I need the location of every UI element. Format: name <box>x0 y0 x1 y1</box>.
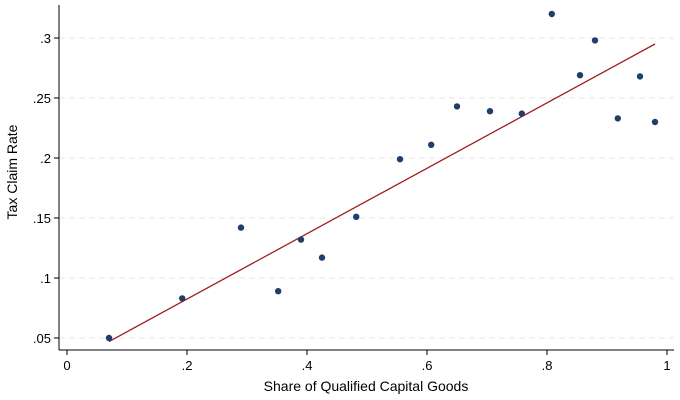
fit-line <box>108 43 656 343</box>
data-points <box>105 10 659 342</box>
data-point-17 <box>651 118 659 126</box>
y-tick-label-1: .1 <box>40 271 51 286</box>
data-point-14 <box>591 37 599 44</box>
data-point-6 <box>353 213 360 220</box>
x-tick-label-5: 1 <box>663 358 670 373</box>
x-tick-label-0: 0 <box>63 358 70 373</box>
data-point-12 <box>548 10 555 18</box>
x-tick-label-4: .8 <box>542 358 553 373</box>
x-axis-title: Share of Qualified Capital Goods <box>264 378 469 394</box>
data-point-10 <box>486 108 494 115</box>
x-tick-label-1: .2 <box>182 358 193 373</box>
y-tick-label-3: .2 <box>40 151 51 166</box>
data-point-8 <box>428 141 435 148</box>
y-axis-title: Tax Claim Rate <box>4 124 20 219</box>
data-point-1 <box>179 295 186 302</box>
data-point-3 <box>275 288 282 295</box>
data-point-11 <box>518 110 525 117</box>
y-tick-label-0: .05 <box>33 331 51 346</box>
data-point-9 <box>453 103 461 110</box>
y-axis-ticks: .05 .1 .15 .2 .25 .3 <box>33 31 59 346</box>
data-point-15 <box>614 115 621 122</box>
y-tick-label-4: .25 <box>33 91 51 106</box>
y-tick-label-5: .3 <box>40 31 51 46</box>
data-point-5 <box>318 254 326 261</box>
axes <box>58 5 674 351</box>
x-tick-label-3: .6 <box>422 358 433 373</box>
grid-lines <box>59 37 674 339</box>
y-tick-label-2: .15 <box>33 211 51 226</box>
data-point-4 <box>297 236 305 243</box>
fit-line-group <box>108 43 656 343</box>
data-point-16 <box>636 73 644 80</box>
data-point-7 <box>396 156 404 163</box>
x-axis-ticks: 0 .2 .4 .6 .8 1 <box>63 350 671 373</box>
data-point-2 <box>237 224 245 231</box>
x-tick-label-2: .4 <box>302 358 313 373</box>
data-point-13 <box>576 72 584 79</box>
data-point-0 <box>105 334 113 342</box>
